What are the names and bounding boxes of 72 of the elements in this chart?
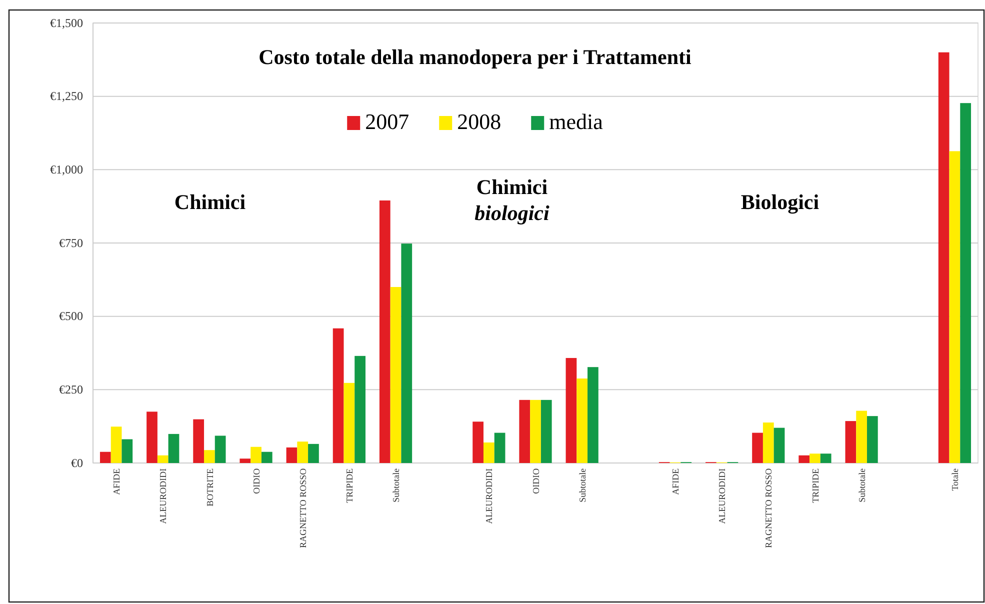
bar — [866, 416, 878, 463]
x-tick-label: RAGNETTO ROSSO — [298, 468, 308, 548]
y-tick-label: €1,000 — [50, 162, 83, 177]
bar — [810, 454, 820, 463]
x-tick-label: AFIDE — [670, 468, 681, 495]
bar — [168, 434, 180, 463]
bar — [566, 358, 577, 463]
bar — [588, 367, 598, 463]
x-tick-label: Totale — [950, 468, 960, 491]
bar — [401, 244, 412, 463]
legend-label: 2007 — [365, 109, 410, 134]
y-tick-label: €500 — [59, 309, 83, 324]
y-tick-label: €1,250 — [50, 89, 83, 104]
x-tick-label: AFIDE — [112, 468, 122, 495]
bar — [332, 328, 344, 463]
y-tick-label: €750 — [59, 236, 83, 250]
x-tick-label: RAGNETTO ROSSO — [764, 468, 774, 548]
y-tick-label: €1,500 — [50, 16, 83, 30]
x-tick-label: ALEURODIDI — [717, 468, 728, 524]
bar — [354, 356, 366, 463]
x-tick-label: TRIPIDE — [344, 468, 354, 503]
bar — [752, 432, 763, 463]
x-tick-label: BOTRITE — [204, 468, 215, 506]
bar — [379, 200, 390, 463]
bar — [157, 455, 168, 463]
bar — [798, 455, 810, 463]
bar — [576, 378, 588, 463]
legend-label: 2008 — [457, 109, 502, 134]
bar — [297, 442, 308, 463]
y-tick-label: €250 — [59, 382, 83, 397]
bar — [960, 103, 972, 463]
bar — [193, 419, 204, 463]
annotation: Biologici — [740, 190, 820, 214]
bar — [146, 412, 158, 463]
bar — [774, 428, 785, 463]
bar — [530, 400, 541, 463]
bar — [344, 382, 355, 463]
bar — [390, 287, 402, 463]
x-tick-label: Subtotale — [577, 468, 588, 502]
bar — [308, 444, 319, 463]
x-tick-label: OIDIO — [530, 468, 541, 494]
text: Costo totale della manodopera per i Trattamenti — [258, 45, 692, 69]
bar — [845, 421, 856, 463]
bar — [261, 452, 272, 463]
legend-label: media — [549, 109, 604, 134]
x-tick-label: Subtotale — [856, 468, 867, 502]
bar — [494, 432, 506, 463]
bar — [214, 436, 226, 463]
bar — [856, 410, 867, 463]
x-tick-label: ALEURODIDI — [484, 468, 494, 524]
x-tick-label: ALEURODIDI — [158, 468, 168, 524]
bar — [100, 452, 111, 463]
bar — [240, 458, 251, 463]
bar — [483, 442, 494, 463]
bar — [250, 446, 262, 463]
y-tick-label: €0 — [71, 456, 83, 470]
bar — [938, 52, 950, 463]
annotation: Chimici — [174, 190, 246, 214]
bar — [110, 426, 122, 463]
bar — [286, 447, 298, 463]
annotation: Chimici biologici — [474, 175, 550, 225]
bar — [472, 422, 484, 463]
bar — [762, 422, 774, 463]
bar — [949, 151, 960, 463]
x-tick-label: Subtotale — [391, 468, 402, 502]
bar — [204, 450, 215, 463]
bar — [519, 400, 530, 463]
bar — [820, 454, 832, 463]
x-tick-label: OIDIO — [251, 468, 262, 494]
x-tick-label: TRIPIDE — [810, 468, 820, 503]
bar — [540, 400, 552, 463]
bar — [122, 439, 133, 463]
